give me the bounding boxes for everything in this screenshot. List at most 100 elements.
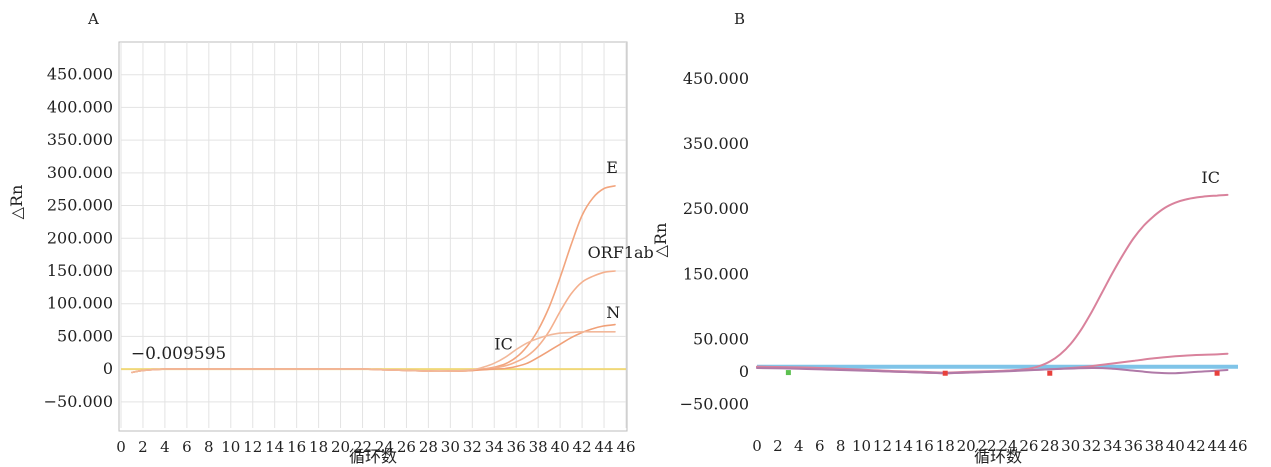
x-tick-label: 20 xyxy=(957,437,976,455)
x-tick-label: 2 xyxy=(773,437,783,455)
x-tick-label: 14 xyxy=(894,437,913,455)
x-tick-label: 46 xyxy=(616,438,635,456)
y-tick-label: 300.000 xyxy=(47,163,113,182)
x-tick-label: 0 xyxy=(116,438,126,456)
x-tick-label: 24 xyxy=(375,438,394,456)
x-tick-label: 6 xyxy=(815,437,825,455)
series-label-ic: IC xyxy=(1201,168,1220,187)
x-tick-label: 44 xyxy=(1208,437,1227,455)
x-tick-label: 34 xyxy=(1103,437,1122,455)
panel-a-threshold: −0.009595 xyxy=(121,344,626,371)
panel-b-plot-area xyxy=(755,40,1241,426)
y-tick-label: 150.000 xyxy=(683,264,749,283)
y-tick-label: 50.000 xyxy=(57,326,113,345)
x-tick-label: 12 xyxy=(873,437,892,455)
y-tick-label: 450.000 xyxy=(47,65,113,84)
y-tick-label: 0 xyxy=(103,359,113,378)
panel-b-markers xyxy=(785,370,1220,376)
x-tick-label: 22 xyxy=(353,438,372,456)
x-tick-label: 46 xyxy=(1228,437,1247,455)
x-tick-label: 26 xyxy=(1019,437,1038,455)
x-tick-label: 20 xyxy=(331,438,350,456)
y-tick-label: 250.000 xyxy=(47,196,113,215)
series-label-ic: IC xyxy=(494,334,513,353)
panel-b-y-axis-title: △Rn xyxy=(651,223,670,258)
x-tick-label: 4 xyxy=(160,438,170,456)
x-tick-label: 28 xyxy=(419,438,438,456)
x-tick-label: 40 xyxy=(551,438,570,456)
panel-b-x-axis-title: 循环数 xyxy=(974,447,1022,466)
data-marker xyxy=(1047,370,1053,376)
threshold-label: −0.009595 xyxy=(131,344,226,364)
panel-a-grid xyxy=(120,42,627,428)
y-tick-label: −50.000 xyxy=(44,392,113,411)
x-tick-label: 10 xyxy=(221,438,240,456)
x-tick-label: 8 xyxy=(204,438,214,456)
x-tick-label: 38 xyxy=(1145,437,1164,455)
y-tick-label: −50.000 xyxy=(680,394,749,413)
x-tick-label: 42 xyxy=(573,438,592,456)
series-label-n: N xyxy=(606,303,620,322)
x-tick-label: 10 xyxy=(852,437,871,455)
x-tick-label: 14 xyxy=(265,438,284,456)
x-tick-label: 30 xyxy=(441,438,460,456)
x-tick-label: 24 xyxy=(998,437,1017,455)
panel-a-y-axis-title: △Rn xyxy=(7,185,26,220)
panel-a-label: A xyxy=(87,10,99,28)
x-tick-label: 22 xyxy=(977,437,996,455)
series-label-e: E xyxy=(606,158,618,177)
x-tick-label: 2 xyxy=(138,438,148,456)
y-tick-label: 50.000 xyxy=(693,329,749,348)
y-tick-label: 400.000 xyxy=(47,97,113,116)
x-tick-label: 8 xyxy=(836,437,846,455)
x-tick-label: 40 xyxy=(1166,437,1185,455)
x-tick-label: 34 xyxy=(485,438,504,456)
panel-b-label: B xyxy=(734,10,745,28)
panel-b-x-ticks: 0 2 4 6 8 10 12 14 16 18 20 22 24 26 28 30 32 34 36 38 40 42 4… xyxy=(752,437,1247,455)
x-tick-label: 18 xyxy=(936,437,955,455)
panel-a-plot-area xyxy=(118,41,628,432)
panel-a-y-ticks: −50.000 0 50.000 100.000 150.000 200.000 250.0… xyxy=(44,65,113,411)
panel-b: B △Rn 循环数 −50.000 0 50.000 150.000 250.000 35… xyxy=(651,10,1248,466)
data-marker xyxy=(785,370,791,376)
y-tick-label: 350.000 xyxy=(47,130,113,149)
x-tick-label: 36 xyxy=(1124,437,1143,455)
panel-a-x-axis-title: 循环数 xyxy=(349,447,397,466)
x-tick-label: 44 xyxy=(594,438,613,456)
data-marker xyxy=(942,370,948,376)
series-line-ic xyxy=(131,330,616,374)
panel-b-series xyxy=(756,193,1229,375)
panel-a-series xyxy=(131,185,616,374)
panel-a: A △Rn 循环数 −50.000050.000100.000150.00020… xyxy=(7,10,654,466)
x-tick-label: 16 xyxy=(915,437,934,455)
y-tick-label: 250.000 xyxy=(683,199,749,218)
y-tick-label: 0 xyxy=(739,362,749,381)
x-tick-label: 26 xyxy=(397,438,416,456)
panel-b-annotations: IC xyxy=(1201,168,1220,187)
x-tick-label: 30 xyxy=(1061,437,1080,455)
x-tick-label: 18 xyxy=(309,438,328,456)
x-tick-label: 42 xyxy=(1187,437,1206,455)
y-tick-label: 350.000 xyxy=(683,134,749,153)
y-tick-label: 100.000 xyxy=(47,294,113,313)
x-tick-label: 38 xyxy=(529,438,548,456)
y-tick-label: 450.000 xyxy=(683,69,749,88)
panel-b-y-ticks: −50.000 0 50.000 150.000 250.000 350.000 450.0… xyxy=(680,69,749,413)
series-label-orf1ab: ORF1ab xyxy=(588,243,654,262)
x-tick-label: 0 xyxy=(752,437,762,455)
data-marker xyxy=(1214,370,1220,376)
x-tick-label: 32 xyxy=(463,438,482,456)
x-tick-label: 12 xyxy=(243,438,262,456)
y-tick-label: 150.000 xyxy=(47,261,113,280)
x-tick-label: 4 xyxy=(794,437,804,455)
x-tick-label: 16 xyxy=(287,438,306,456)
x-tick-label: 28 xyxy=(1040,437,1059,455)
series-line-3 xyxy=(756,366,1229,375)
panel-a-x-ticks: 0 2 4 6 8 10 12 14 16 18 20 22 24 26 28 30 32 34 36 38 40 42 4… xyxy=(116,438,635,456)
x-tick-label: 32 xyxy=(1082,437,1101,455)
x-tick-label: 6 xyxy=(182,438,192,456)
panel-a-annotations: E ORF1ab N IC xyxy=(494,158,654,354)
y-tick-label: 200.000 xyxy=(47,228,113,247)
x-tick-label: 36 xyxy=(507,438,526,456)
